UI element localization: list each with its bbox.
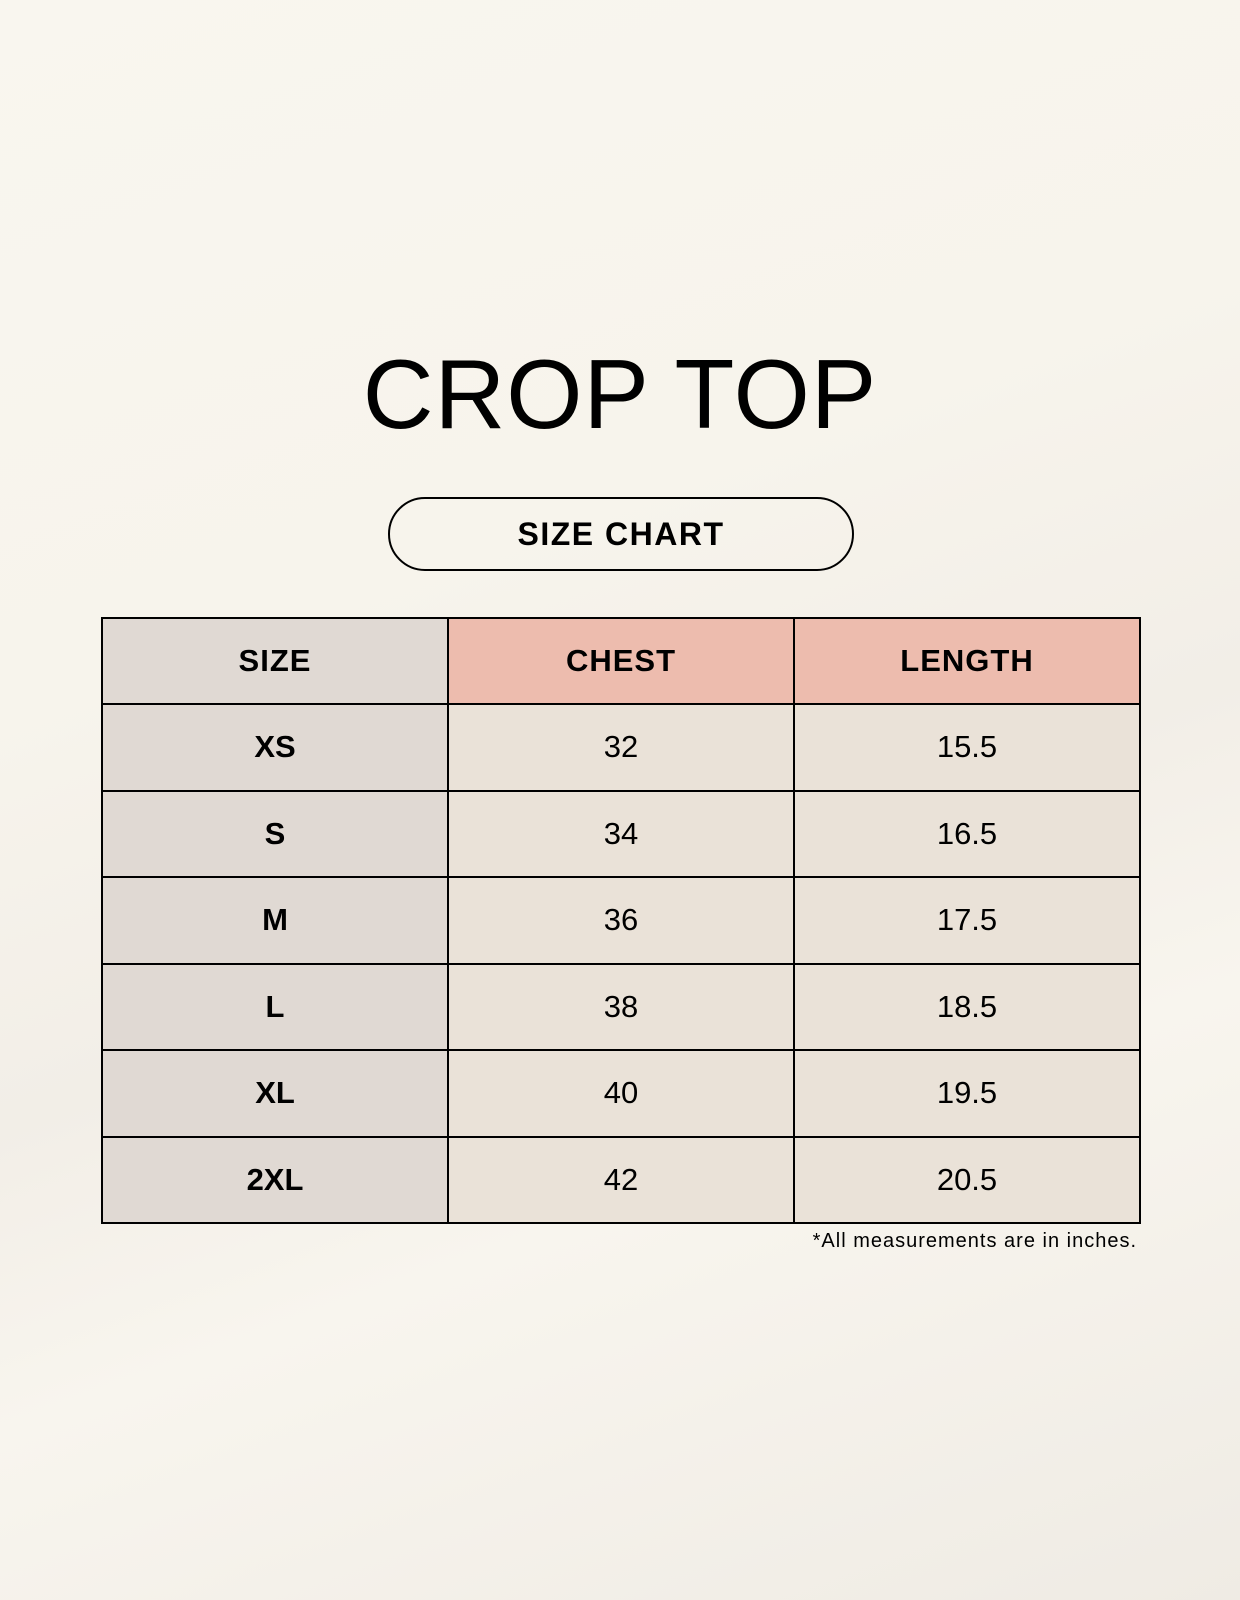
cell-length: 17.5 <box>793 876 1141 965</box>
header-length: LENGTH <box>793 617 1141 705</box>
cell-size: L <box>101 962 449 1051</box>
cell-size: M <box>101 876 449 965</box>
table-row: M 36 17.5 <box>101 876 1141 965</box>
footnote: *All measurements are in inches. <box>812 1230 1137 1252</box>
size-chart-label: SIZE CHART <box>388 497 854 571</box>
table-row: S 34 16.5 <box>101 789 1141 878</box>
table-header-row: SIZE CHEST LENGTH <box>101 617 1141 705</box>
cell-length: 19.5 <box>793 1049 1141 1138</box>
cell-chest: 40 <box>447 1049 795 1138</box>
header-size: SIZE <box>101 617 449 705</box>
size-chart-table: SIZE CHEST LENGTH XS 32 15.5 S 34 16.5 M 36 17.5… <box>101 617 1141 1224</box>
cell-chest: 38 <box>447 962 795 1051</box>
cell-length: 16.5 <box>793 789 1141 878</box>
table-row: XL 40 19.5 <box>101 1049 1141 1138</box>
table-row: XS 32 15.5 <box>101 703 1141 792</box>
cell-size: 2XL <box>101 1135 449 1224</box>
table-row: 2XL 42 20.5 <box>101 1135 1141 1224</box>
page-title: CROP TOP <box>362 339 878 449</box>
cell-size: XL <box>101 1049 449 1138</box>
cell-length: 15.5 <box>793 703 1141 792</box>
cell-length: 18.5 <box>793 962 1141 1051</box>
header-chest: CHEST <box>447 617 795 705</box>
table-row: L 38 18.5 <box>101 962 1141 1051</box>
cell-chest: 34 <box>447 789 795 878</box>
cell-chest: 32 <box>447 703 795 792</box>
cell-chest: 42 <box>447 1135 795 1224</box>
cell-size: XS <box>101 703 449 792</box>
cell-chest: 36 <box>447 876 795 965</box>
cell-size: S <box>101 789 449 878</box>
cell-length: 20.5 <box>793 1135 1141 1224</box>
